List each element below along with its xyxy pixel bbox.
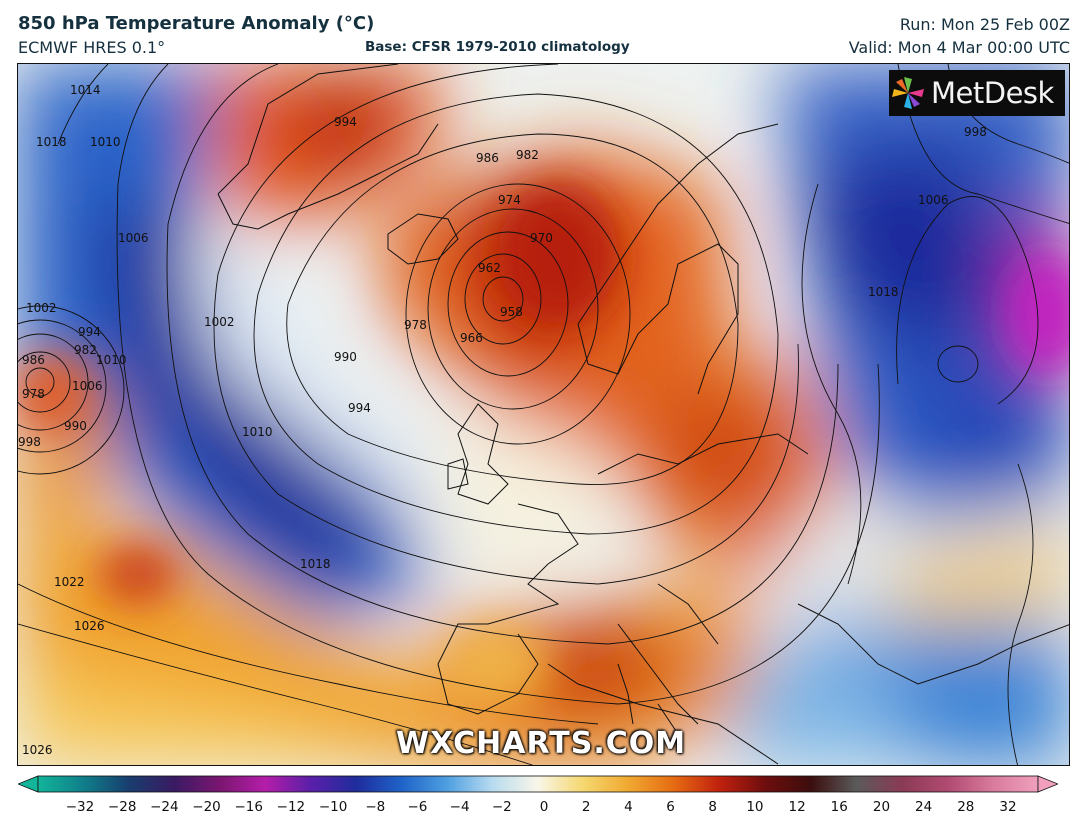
colorbar-tick-label: −6 xyxy=(407,799,428,815)
colorbar-tick-label: −2 xyxy=(491,799,512,815)
colorbar-tick-label: 24 xyxy=(915,799,933,815)
colorbar-min-arrow xyxy=(18,775,39,793)
colorbar-tick-label: 0 xyxy=(539,799,549,815)
isobar-label: 1006 xyxy=(72,379,103,393)
colorbar-tick-label: −24 xyxy=(150,799,179,815)
isobar-label: 958 xyxy=(500,305,523,319)
isobar-label: 1018 xyxy=(300,557,331,571)
isobar-label: 1010 xyxy=(90,135,121,149)
isobar-label: 962 xyxy=(478,261,501,275)
isobar-label: 998 xyxy=(18,435,41,449)
colorbar-tick-label: −16 xyxy=(234,799,263,815)
isobar-label: 990 xyxy=(64,419,87,433)
colorbar-tick-label: 6 xyxy=(666,799,675,815)
isobar-label: 1026 xyxy=(74,619,105,633)
isobar-label: 994 xyxy=(78,325,101,339)
isobar-label: 1006 xyxy=(918,193,949,207)
isobar-label: 974 xyxy=(498,193,521,207)
colorbar-tick-label: 16 xyxy=(830,799,848,815)
isobar-labels: 994 986 982 974 970 962 958 966 978 990 … xyxy=(18,83,987,757)
isobar-label: 982 xyxy=(74,343,97,357)
isobar-label: 1006 xyxy=(118,231,149,245)
colorbar-tick-label: 32 xyxy=(999,799,1017,815)
isobar-label: 1014 xyxy=(70,83,101,97)
anomaly-map[interactable]: 994 986 982 974 970 962 958 966 978 990 … xyxy=(17,63,1070,766)
isobar-label: 978 xyxy=(404,318,427,332)
isobar-label: 1010 xyxy=(96,353,127,367)
model-label: ECMWF HRES 0.1° xyxy=(18,38,166,57)
isobars xyxy=(18,64,1069,765)
isobar-label: 986 xyxy=(22,353,45,367)
colorbar-tick-label: −12 xyxy=(276,799,306,815)
map-canvas: 994 986 982 974 970 962 958 966 978 990 … xyxy=(18,64,1069,765)
colorbar-tick-label: 8 xyxy=(708,799,718,815)
wxcharts-watermark: WXCHARTS.COM xyxy=(396,726,687,761)
coastlines xyxy=(217,64,1069,765)
isobar-label: 1002 xyxy=(204,315,235,329)
isobar-label: 990 xyxy=(334,350,357,364)
isobar-label: 994 xyxy=(334,115,357,129)
valid-time-label: Valid: Mon 4 Mar 00:00 UTC xyxy=(848,38,1070,57)
colorbar-tick-label: −10 xyxy=(318,799,348,815)
chart-title: 850 hPa Temperature Anomaly (°C) xyxy=(18,13,375,34)
colorbar-max-arrow xyxy=(1037,775,1058,793)
metdesk-logo-text: MetDesk xyxy=(931,76,1054,110)
colorbar-tick-label: 12 xyxy=(788,799,806,815)
colorbar-tick-label: 10 xyxy=(746,799,764,815)
isobar-label: 986 xyxy=(476,151,499,165)
climatology-base-label: Base: CFSR 1979-2010 climatology xyxy=(365,39,630,55)
run-time-label: Run: Mon 25 Feb 00Z xyxy=(899,15,1070,34)
colorbar-tick-label: −20 xyxy=(192,799,221,815)
colorbar-tick-label: 28 xyxy=(957,799,975,815)
isobar-label: 1010 xyxy=(242,425,273,439)
colorbar xyxy=(18,775,1058,793)
colorbar-tick-label: 20 xyxy=(872,799,891,815)
isobar-label: 966 xyxy=(460,331,483,345)
metdesk-pinwheel-icon xyxy=(892,77,924,109)
colorbar-tick-label: −28 xyxy=(107,799,137,815)
anomaly-detail-layer xyxy=(18,184,1069,704)
isobar-label: 994 xyxy=(348,401,371,415)
colorbar-strip xyxy=(37,775,1039,793)
isobar-label: 1002 xyxy=(26,301,57,315)
colorbar-tick-label: −32 xyxy=(65,799,95,815)
colorbar-tick-label: 2 xyxy=(581,799,591,815)
isobar-label: 970 xyxy=(530,231,553,245)
isobar-label: 1018 xyxy=(36,135,67,149)
isobar-label: 1018 xyxy=(868,285,899,299)
colorbar-tick-label: 4 xyxy=(624,799,633,815)
isobar-label: 978 xyxy=(22,387,45,401)
isobar-label: 1026 xyxy=(22,743,53,757)
isobar-label: 998 xyxy=(964,125,987,139)
isobar-label: 1022 xyxy=(54,575,85,589)
colorbar-tick-label: −4 xyxy=(449,799,470,815)
isobar-label: 982 xyxy=(516,148,539,162)
metdesk-logo: MetDesk xyxy=(889,70,1065,116)
colorbar-tick-label: −8 xyxy=(365,799,386,815)
